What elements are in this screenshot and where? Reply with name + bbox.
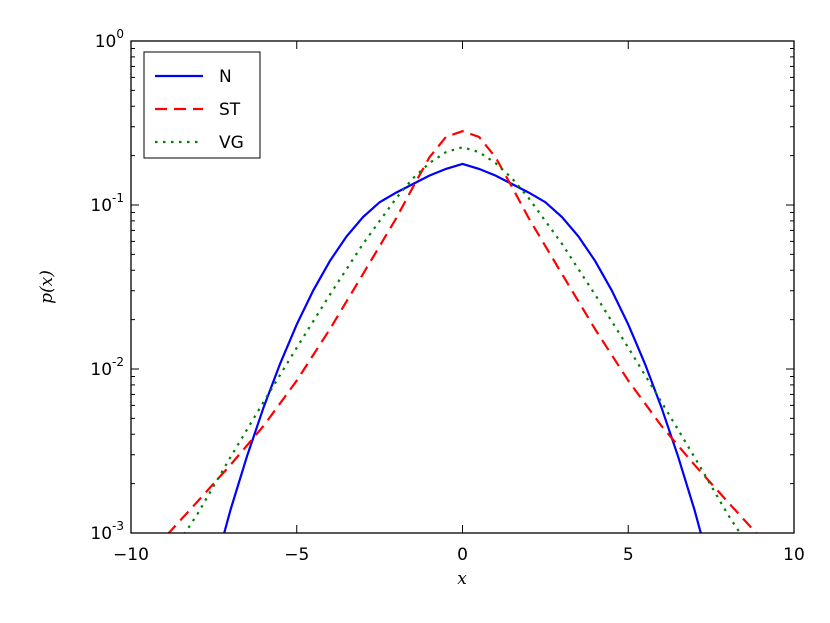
y-tick-label: 100 [95,27,124,52]
y-axis-label: p(x) [37,270,57,304]
y-tick-label: 10-3 [90,519,124,544]
series-line-n [223,162,702,533]
series-layer [167,129,758,533]
legend-box [143,51,261,159]
legend-label-st: ST [219,100,241,120]
x-tick-label: 5 [623,545,634,565]
x-tick-label: −5 [284,545,309,565]
x-axis-label: x [457,569,467,589]
y-tick-label: 10-2 [90,355,124,380]
legend: N ST VG [143,51,261,159]
x-tick-label: 10 [783,545,805,565]
x-tick-label: −10 [113,545,149,565]
x-tick-label: 0 [457,545,468,565]
series-line-st [167,129,758,533]
series-line-vg [183,146,742,533]
legend-label-vg: VG [219,133,244,153]
y-tick-label: 10-1 [90,191,124,216]
tick-layer: −10 −5 0 5 10 10-3 10-2 10-1 100 [90,27,804,565]
legend-label-n: N [219,67,232,87]
